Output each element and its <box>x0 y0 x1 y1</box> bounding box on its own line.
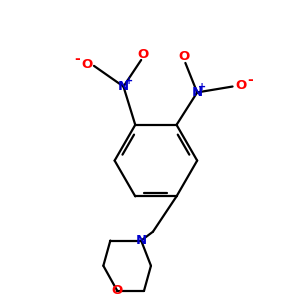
Text: O: O <box>137 48 148 61</box>
Text: N: N <box>136 234 147 247</box>
Text: +: + <box>198 82 206 92</box>
Text: O: O <box>81 58 92 71</box>
Text: -: - <box>74 52 80 66</box>
Text: N: N <box>118 80 129 93</box>
Text: N: N <box>192 86 203 99</box>
Text: -: - <box>248 73 253 87</box>
Text: O: O <box>235 79 246 92</box>
Text: +: + <box>125 76 133 86</box>
Text: O: O <box>112 284 123 298</box>
Text: O: O <box>178 50 190 63</box>
